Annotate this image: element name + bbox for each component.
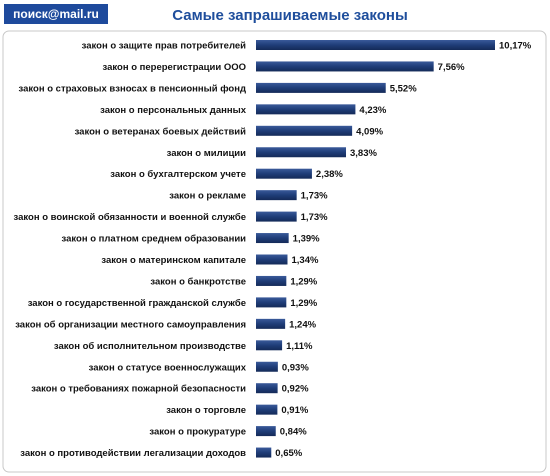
category-label: закон о противодействии легализации дохо… [20,448,246,459]
value-label: 0,92% [282,384,309,395]
category-label: закон о банкротстве [150,276,246,287]
logo: поиск@mail.ru [13,7,99,21]
category-label: закон о рекламе [169,191,246,202]
chart-title: Самые запрашиваемые законы [172,7,408,24]
bar [256,383,278,394]
value-label: 0,91% [281,405,308,416]
bar [256,297,287,308]
bar [256,233,289,244]
category-label: закон о страховых взносах в пенсионный ф… [19,83,246,94]
chart-frame [2,30,547,473]
value-label: 1,34% [291,255,318,266]
category-label: закон о материнском капитале [101,255,246,266]
value-label: 1,29% [290,298,317,309]
bar [256,318,286,329]
logo-box [4,4,108,24]
category-label: закон о милиции [167,148,247,159]
category-label: закон о воинской обязанности и военной с… [14,212,246,223]
bar [256,211,297,222]
value-label: 1,11% [286,341,313,352]
bar [256,104,356,115]
value-label: 0,84% [280,427,307,438]
bar [256,254,288,265]
value-label: 4,23% [359,105,386,116]
bar [256,190,297,201]
value-label: 1,39% [293,234,320,245]
value-label: 5,52% [390,83,417,94]
category-label: закон о государственной гражданской служ… [28,298,246,309]
bar [256,125,353,136]
bar [256,426,276,437]
bar [256,447,272,458]
category-label: закон о прокуратуре [149,427,246,438]
bar [256,40,495,50]
value-label: 0,93% [282,362,309,373]
bar [256,147,347,158]
value-label: 7,56% [438,62,465,73]
category-label: закон о защите прав потребителей [82,41,247,52]
bar [256,82,386,93]
value-label: 10,17% [499,41,532,52]
category-label: закон о требованиях пожарной безопасност… [31,384,246,395]
category-label: закон о ветеранах боевых действий [75,126,247,137]
bar [256,61,434,72]
category-label: закон об исполнительном производстве [54,341,246,352]
category-label: закон о бухгалтерском учете [110,169,246,180]
value-label: 1,73% [301,191,328,202]
category-label: закон о платном среднем образовании [62,234,247,245]
value-label: 1,24% [289,319,316,330]
value-label: 0,65% [275,448,302,459]
value-label: 1,73% [301,212,328,223]
bar [256,340,283,351]
bar [256,404,278,415]
value-label: 1,29% [290,276,317,287]
bar [256,361,278,372]
category-label: закон о торговле [166,405,246,416]
bar [256,275,287,286]
category-label: закон об организации местного самоуправл… [15,319,246,330]
category-label: закон о перерегистрации ООО [103,62,246,73]
value-label: 3,83% [350,148,377,159]
category-label: закон о статусе военнослужащих [89,362,247,373]
value-label: 4,09% [356,126,383,137]
bar [256,168,312,179]
category-label: закон о персональных данных [100,105,247,116]
value-label: 2,38% [316,169,343,180]
